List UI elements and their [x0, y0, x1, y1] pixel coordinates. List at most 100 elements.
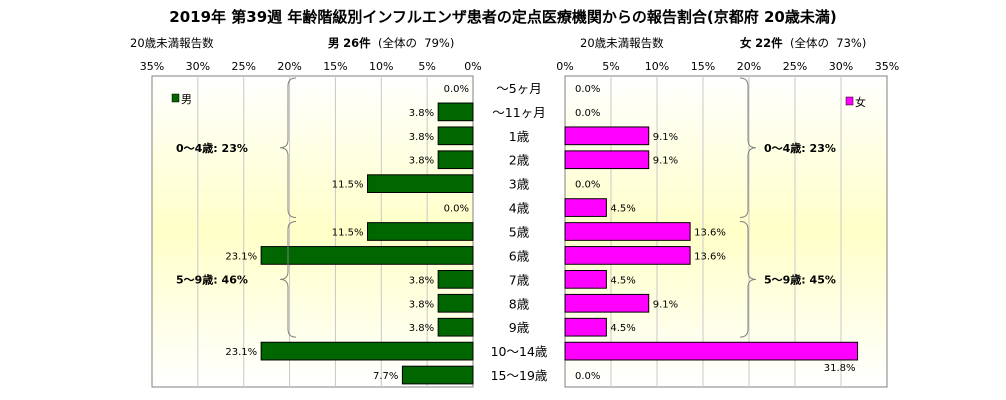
data-label-male: 11.5% [332, 228, 364, 239]
right-group-name: 女 [740, 36, 752, 50]
bar-male [367, 222, 474, 241]
data-label-female: 0.0% [575, 180, 600, 191]
category-label: 15～19歳 [491, 368, 548, 383]
data-label-male: 3.8% [409, 299, 434, 310]
data-label-male: 23.1% [225, 347, 257, 358]
category-label: 10～14歳 [491, 344, 548, 359]
bar-female [564, 150, 650, 170]
bar-female [564, 246, 691, 265]
x-tick-label: 35% [140, 60, 164, 73]
x-tick-label: 25% [783, 60, 807, 73]
x-tick-label: 25% [231, 60, 255, 73]
left-count-label: 20歳未満報告数 [130, 36, 214, 50]
right-total-pct: 73%) [836, 36, 867, 50]
left-count: 26件 [343, 36, 371, 50]
category-label: 5歳 [509, 225, 530, 240]
bracket-male-0 [279, 77, 297, 219]
left-summary: 男 26件 (全体の 79%) [328, 35, 454, 51]
bar-male [401, 365, 474, 385]
data-label-male: 11.5% [332, 180, 364, 191]
bar-female [564, 198, 607, 217]
data-label-female: 13.6% [694, 228, 726, 239]
x-tick-label: 5% [602, 60, 619, 73]
category-label: ～11ヶ月 [492, 105, 545, 120]
bar-female [564, 317, 607, 337]
data-label-male: 3.8% [409, 108, 434, 119]
data-label-male: 23.1% [225, 251, 257, 262]
bar-male [437, 317, 474, 337]
data-label-male: 0.0% [444, 84, 469, 95]
category-label: 8歳 [509, 296, 530, 311]
x-tick-label: 30% [829, 60, 853, 73]
category-label: 3歳 [509, 177, 530, 192]
x-tick-label: 20% [737, 60, 761, 73]
bar-female [564, 269, 607, 289]
data-label-male: 7.7% [373, 371, 398, 382]
bar-female [564, 126, 650, 146]
x-tick-label: 0% [464, 60, 481, 73]
category-label: 7歳 [509, 272, 530, 287]
bar-male [437, 269, 474, 289]
bar-male [437, 293, 474, 313]
age-group-summary-male: 0～4歳: 23% [176, 141, 248, 155]
bar-female [564, 222, 691, 241]
data-label-female: 9.1% [653, 156, 678, 167]
data-label-female: 31.8% [824, 363, 856, 374]
chart-title: 2019年 第39週 年齢階級別インフルエンザ患者の定点医療機関からの報告割合(… [169, 8, 837, 26]
x-tick-label: 15% [691, 60, 715, 73]
left-total-prefix: (全体の [377, 36, 417, 50]
data-label-male: 3.8% [409, 323, 434, 334]
data-label-female: 0.0% [575, 108, 600, 119]
left-total-pct: 79%) [424, 36, 455, 50]
legend-swatch-female [845, 96, 854, 106]
x-tick-label: 0% [556, 60, 573, 73]
data-label-male: 3.8% [409, 156, 434, 167]
bar-male [260, 246, 474, 265]
bar-male [367, 174, 474, 194]
x-tick-label: 10% [369, 60, 393, 73]
x-tick-label: 20% [277, 60, 301, 73]
category-label: ～5ヶ月 [496, 81, 541, 96]
legend-label-male: 男 [181, 93, 192, 106]
data-label-male: 3.8% [409, 275, 434, 286]
bar-male [260, 341, 474, 361]
right-count: 22件 [755, 36, 783, 50]
data-label-female: 4.5% [610, 204, 635, 215]
legend-label-female: 女 [855, 95, 866, 109]
data-label-female: 4.5% [610, 323, 635, 334]
age-group-summary-male: 5～9歳: 46% [176, 272, 248, 286]
right-total-prefix: (全体の [789, 36, 829, 50]
data-label-female: 0.0% [575, 84, 600, 95]
bar-female [564, 293, 650, 313]
category-label: 4歳 [509, 201, 530, 216]
data-label-female: 13.6% [694, 251, 726, 262]
category-label: 2歳 [509, 153, 530, 168]
data-label-male: 0.0% [444, 204, 469, 215]
x-tick-label: 35% [875, 60, 899, 73]
category-label: 6歳 [509, 248, 530, 263]
data-label-female: 4.5% [610, 275, 635, 286]
bar-male [437, 102, 474, 122]
x-tick-label: 5% [418, 60, 435, 73]
bar-male [437, 126, 474, 146]
bracket-male-1 [279, 221, 297, 338]
right-count-label: 20歳未満報告数 [580, 36, 664, 50]
data-label-male: 3.8% [409, 132, 434, 143]
data-label-female: 0.0% [575, 371, 600, 382]
bracket-female-1 [739, 221, 757, 338]
bracket-female-0 [739, 77, 757, 219]
category-label: 1歳 [509, 129, 530, 144]
bar-male [437, 150, 474, 170]
x-tick-label: 15% [323, 60, 347, 73]
x-tick-label: 10% [645, 60, 669, 73]
bar-female [564, 341, 859, 361]
category-label: 9歳 [509, 320, 530, 335]
legend-swatch-male [171, 93, 180, 103]
left-group-name: 男 [328, 36, 340, 50]
age-group-summary-female: 0～4歳: 23% [764, 141, 836, 155]
age-group-summary-female: 5～9歳: 45% [764, 272, 836, 286]
right-summary: 女 22件 (全体の 73%) [740, 35, 866, 51]
data-label-female: 9.1% [653, 299, 678, 310]
data-label-female: 9.1% [653, 132, 678, 143]
